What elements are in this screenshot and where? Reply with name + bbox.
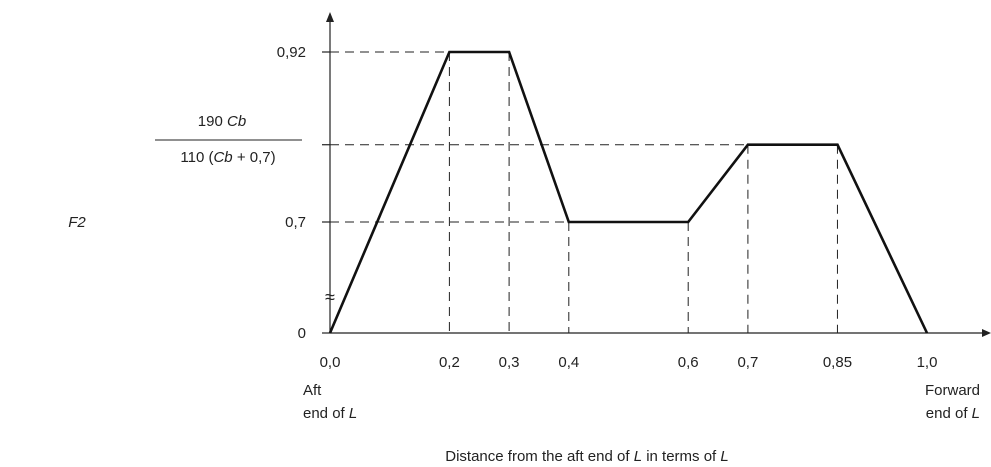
y-fraction-numerator: 190 Cb — [198, 113, 246, 130]
x-tick-label: 1,0 — [917, 354, 938, 371]
x-tick-label: 0,4 — [558, 354, 579, 371]
y-tick-label: 0,92 — [277, 44, 306, 61]
y-fraction-denominator: 110 (Cb + 0,7) — [180, 149, 275, 166]
y-axis-break-symbol: ≈ — [325, 287, 335, 307]
x-tick-label: 0,85 — [823, 354, 852, 371]
forward-note-line1: Forward — [925, 382, 980, 399]
y-tick-labels: 0 0,7 0,92 — [277, 44, 330, 342]
y-axis-arrowhead — [326, 12, 334, 22]
x-tick-label: 0,7 — [737, 354, 758, 371]
x-tick-label: 0,2 — [439, 354, 460, 371]
series-line — [328, 50, 929, 334]
x-axis-arrowhead — [982, 329, 991, 337]
x-tick-labels: 0,0 0,2 0,3 0,4 0,6 0,7 0,85 1,0 — [320, 354, 938, 371]
x-tick-label: 0,0 — [320, 354, 341, 371]
y-axis-symbol: F2 — [68, 214, 86, 231]
y-tick-label: 0,7 — [285, 214, 306, 231]
x-tick-label: 0,3 — [499, 354, 520, 371]
forward-note-line2: end of L — [926, 405, 980, 422]
y-tick-label: 0 — [298, 325, 306, 342]
x-tick-label: 0,6 — [678, 354, 699, 371]
guide-lines — [330, 51, 838, 333]
x-axis-label: Distance from the aft end of L in terms … — [445, 448, 728, 465]
aft-note-line2: end of L — [303, 405, 357, 422]
aft-note-line1: Aft — [303, 382, 322, 399]
